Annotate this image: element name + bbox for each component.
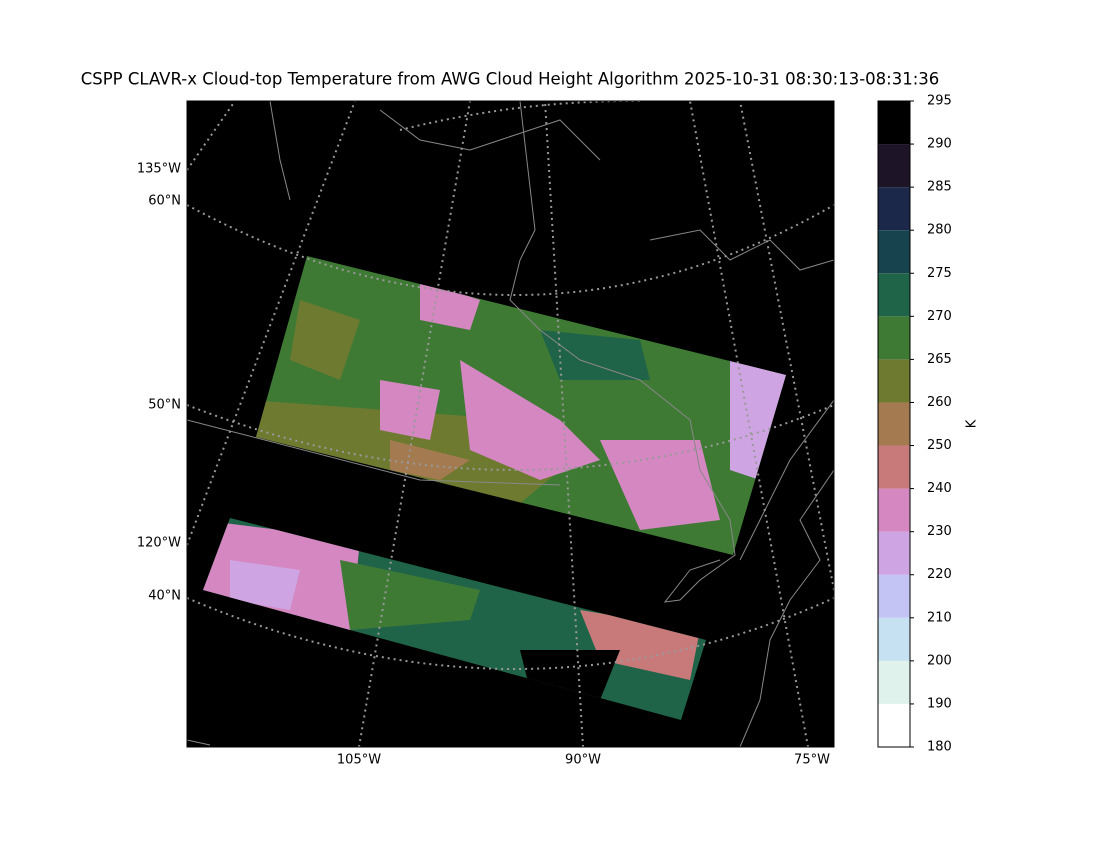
- map-label: 120°W: [137, 536, 181, 551]
- colorbar-band: [878, 144, 910, 188]
- tick-label: 180: [927, 740, 952, 755]
- colorbar-band: [878, 660, 910, 704]
- map-label: 40°N: [148, 589, 181, 604]
- tick-label: 250: [927, 438, 952, 453]
- tick-label: 295: [927, 94, 952, 109]
- coastlines: [187, 101, 834, 747]
- tick-label: 240: [927, 481, 952, 496]
- colorbar-band: [878, 316, 910, 360]
- tick-label: 210: [927, 610, 952, 625]
- tick-label: 275: [927, 266, 952, 281]
- tick-label: 220: [927, 567, 952, 582]
- map: [187, 101, 834, 747]
- tick-label: 285: [927, 180, 952, 195]
- map-label: 90°W: [565, 753, 601, 768]
- map-label: 105°W: [337, 753, 381, 768]
- colorbar: 180 190 200 210 220 230 240 250 260 265 270 275 280 2…: [877, 94, 980, 755]
- colorbar-band: [878, 230, 910, 274]
- graticule: [187, 101, 834, 747]
- colorbar-frame: [877, 100, 911, 748]
- colorbar-band: [878, 488, 910, 532]
- map-label: 60°N: [148, 194, 181, 209]
- tick-label: 265: [927, 352, 952, 367]
- colorbar-band: [878, 574, 910, 618]
- tick-label: 270: [927, 309, 952, 324]
- tick-label: 200: [927, 653, 952, 668]
- tick-label: 230: [927, 524, 952, 539]
- colorbar-band: [878, 187, 910, 231]
- colorbar-band: [878, 445, 910, 489]
- colorbar-band: [878, 402, 910, 446]
- colorbar-band: [878, 531, 910, 575]
- map-label: 75°W: [794, 753, 830, 768]
- map-labels: 135°W 60°N 50°N 120°W 40°N 105°W 90°W 75°W: [137, 162, 830, 768]
- map-label: 50°N: [148, 398, 181, 413]
- map-frame: [186, 100, 835, 748]
- map-label: 135°W: [137, 162, 181, 177]
- title: CSPP CLAVR-x Cloud-top Temperature from …: [81, 70, 940, 89]
- tick-label: 260: [927, 395, 952, 410]
- tick-label: 190: [927, 696, 952, 711]
- colorbar-label: K: [965, 419, 980, 428]
- colorbar-band: [878, 703, 910, 747]
- colorbar-band: [878, 617, 910, 661]
- tick-label: 280: [927, 223, 952, 238]
- tick-label: 290: [927, 137, 952, 152]
- colorbar-band: [878, 273, 910, 317]
- colorbar-band: [878, 359, 910, 403]
- colorbar-band: [878, 101, 910, 145]
